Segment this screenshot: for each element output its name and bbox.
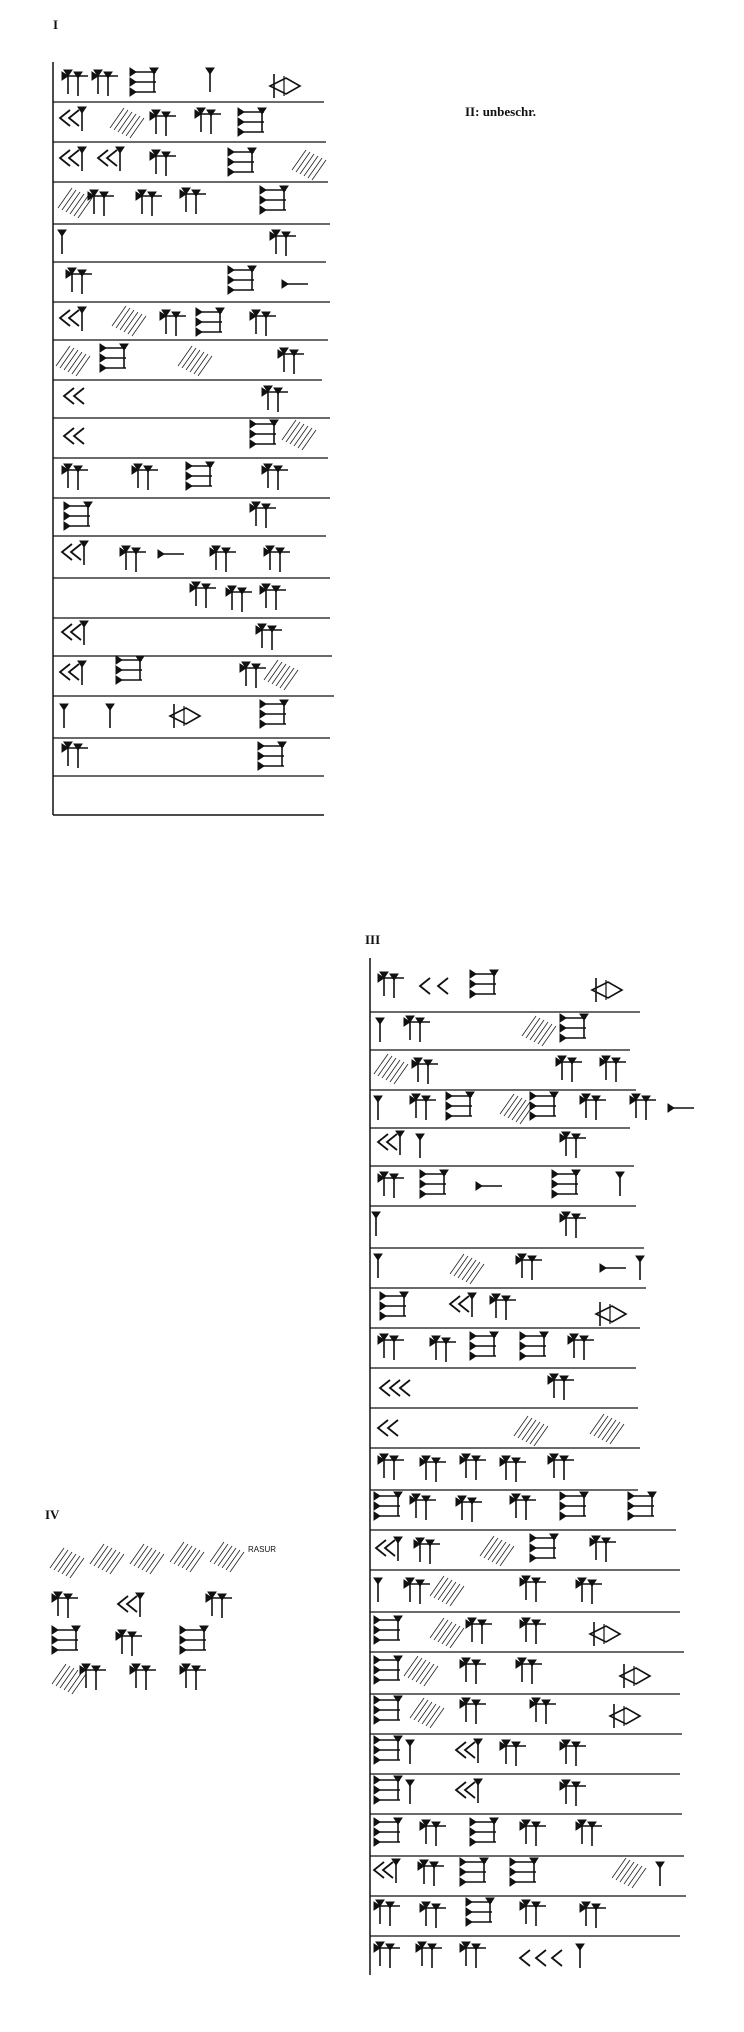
column-iv-fragment	[49, 1541, 245, 1695]
column-iii-tablet	[369, 958, 695, 1975]
column-label-iv: IV	[45, 1507, 60, 1522]
rasur-annotation: RASUR	[248, 1545, 277, 1554]
column-label-i: I	[53, 17, 59, 32]
column-ii-note: II: unbeschr.	[465, 104, 537, 119]
column-label-iii: III	[365, 932, 381, 947]
column-i-tablet	[52, 62, 334, 816]
